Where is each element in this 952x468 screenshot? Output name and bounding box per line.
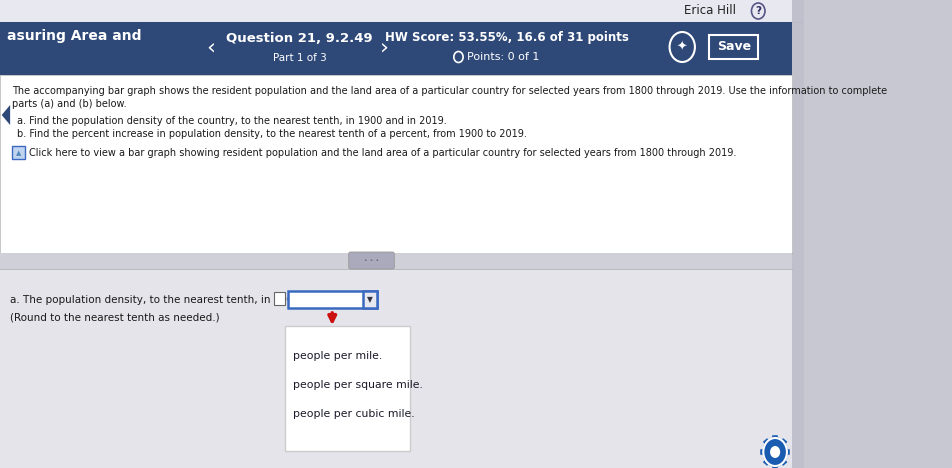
Text: Part 1 of 3: Part 1 of 3: [273, 53, 327, 63]
Text: The accompanying bar graph shows the resident population and the land area of a : The accompanying bar graph shows the res…: [11, 86, 887, 96]
FancyBboxPatch shape: [709, 35, 758, 59]
Text: Points: 0 of 1: Points: 0 of 1: [466, 52, 539, 62]
Text: b. Find the percent increase in population density, to the nearest tenth of a pe: b. Find the percent increase in populati…: [17, 129, 526, 139]
FancyBboxPatch shape: [285, 326, 409, 451]
Text: HW Score: 53.55%, 16.6 of 31 points: HW Score: 53.55%, 16.6 of 31 points: [385, 31, 628, 44]
Text: ▼: ▼: [367, 295, 373, 305]
Text: ?: ?: [755, 7, 762, 16]
Text: ›: ›: [380, 37, 388, 57]
Text: parts (a) and (b) below.: parts (a) and (b) below.: [11, 99, 127, 109]
Circle shape: [751, 3, 765, 19]
Text: Save: Save: [717, 41, 751, 53]
Text: ✦: ✦: [677, 41, 687, 53]
Circle shape: [669, 32, 695, 62]
FancyBboxPatch shape: [288, 291, 377, 308]
FancyBboxPatch shape: [0, 22, 792, 75]
FancyBboxPatch shape: [792, 0, 803, 468]
FancyBboxPatch shape: [348, 252, 394, 269]
Text: asuring Area and: asuring Area and: [7, 29, 141, 43]
Text: • • •: • • •: [364, 258, 379, 263]
FancyBboxPatch shape: [0, 0, 803, 22]
FancyBboxPatch shape: [363, 291, 377, 308]
FancyBboxPatch shape: [0, 269, 792, 468]
Text: a. The population density, to the nearest tenth, in 1900 was: a. The population density, to the neares…: [10, 295, 324, 305]
Text: Click here to view a bar graph showing resident population and the land area of : Click here to view a bar graph showing r…: [29, 148, 736, 158]
Text: Question 21, 9.2.49: Question 21, 9.2.49: [227, 31, 373, 44]
Circle shape: [770, 446, 781, 458]
Text: people per cubic mile.: people per cubic mile.: [293, 409, 415, 419]
Text: Erica Hill: Erica Hill: [684, 5, 736, 17]
Polygon shape: [2, 105, 10, 125]
FancyBboxPatch shape: [11, 146, 26, 159]
Text: people per mile.: people per mile.: [293, 351, 383, 361]
FancyBboxPatch shape: [0, 253, 792, 269]
Text: a. Find the population density of the country, to the nearest tenth, in 1900 and: a. Find the population density of the co…: [17, 116, 446, 126]
Text: (Round to the nearest tenth as needed.): (Round to the nearest tenth as needed.): [10, 313, 220, 323]
Circle shape: [763, 437, 788, 467]
Text: ‹: ‹: [207, 37, 215, 57]
FancyBboxPatch shape: [274, 292, 286, 305]
Text: people per square mile.: people per square mile.: [293, 380, 423, 390]
Text: ▲: ▲: [16, 150, 21, 156]
FancyBboxPatch shape: [0, 75, 792, 253]
